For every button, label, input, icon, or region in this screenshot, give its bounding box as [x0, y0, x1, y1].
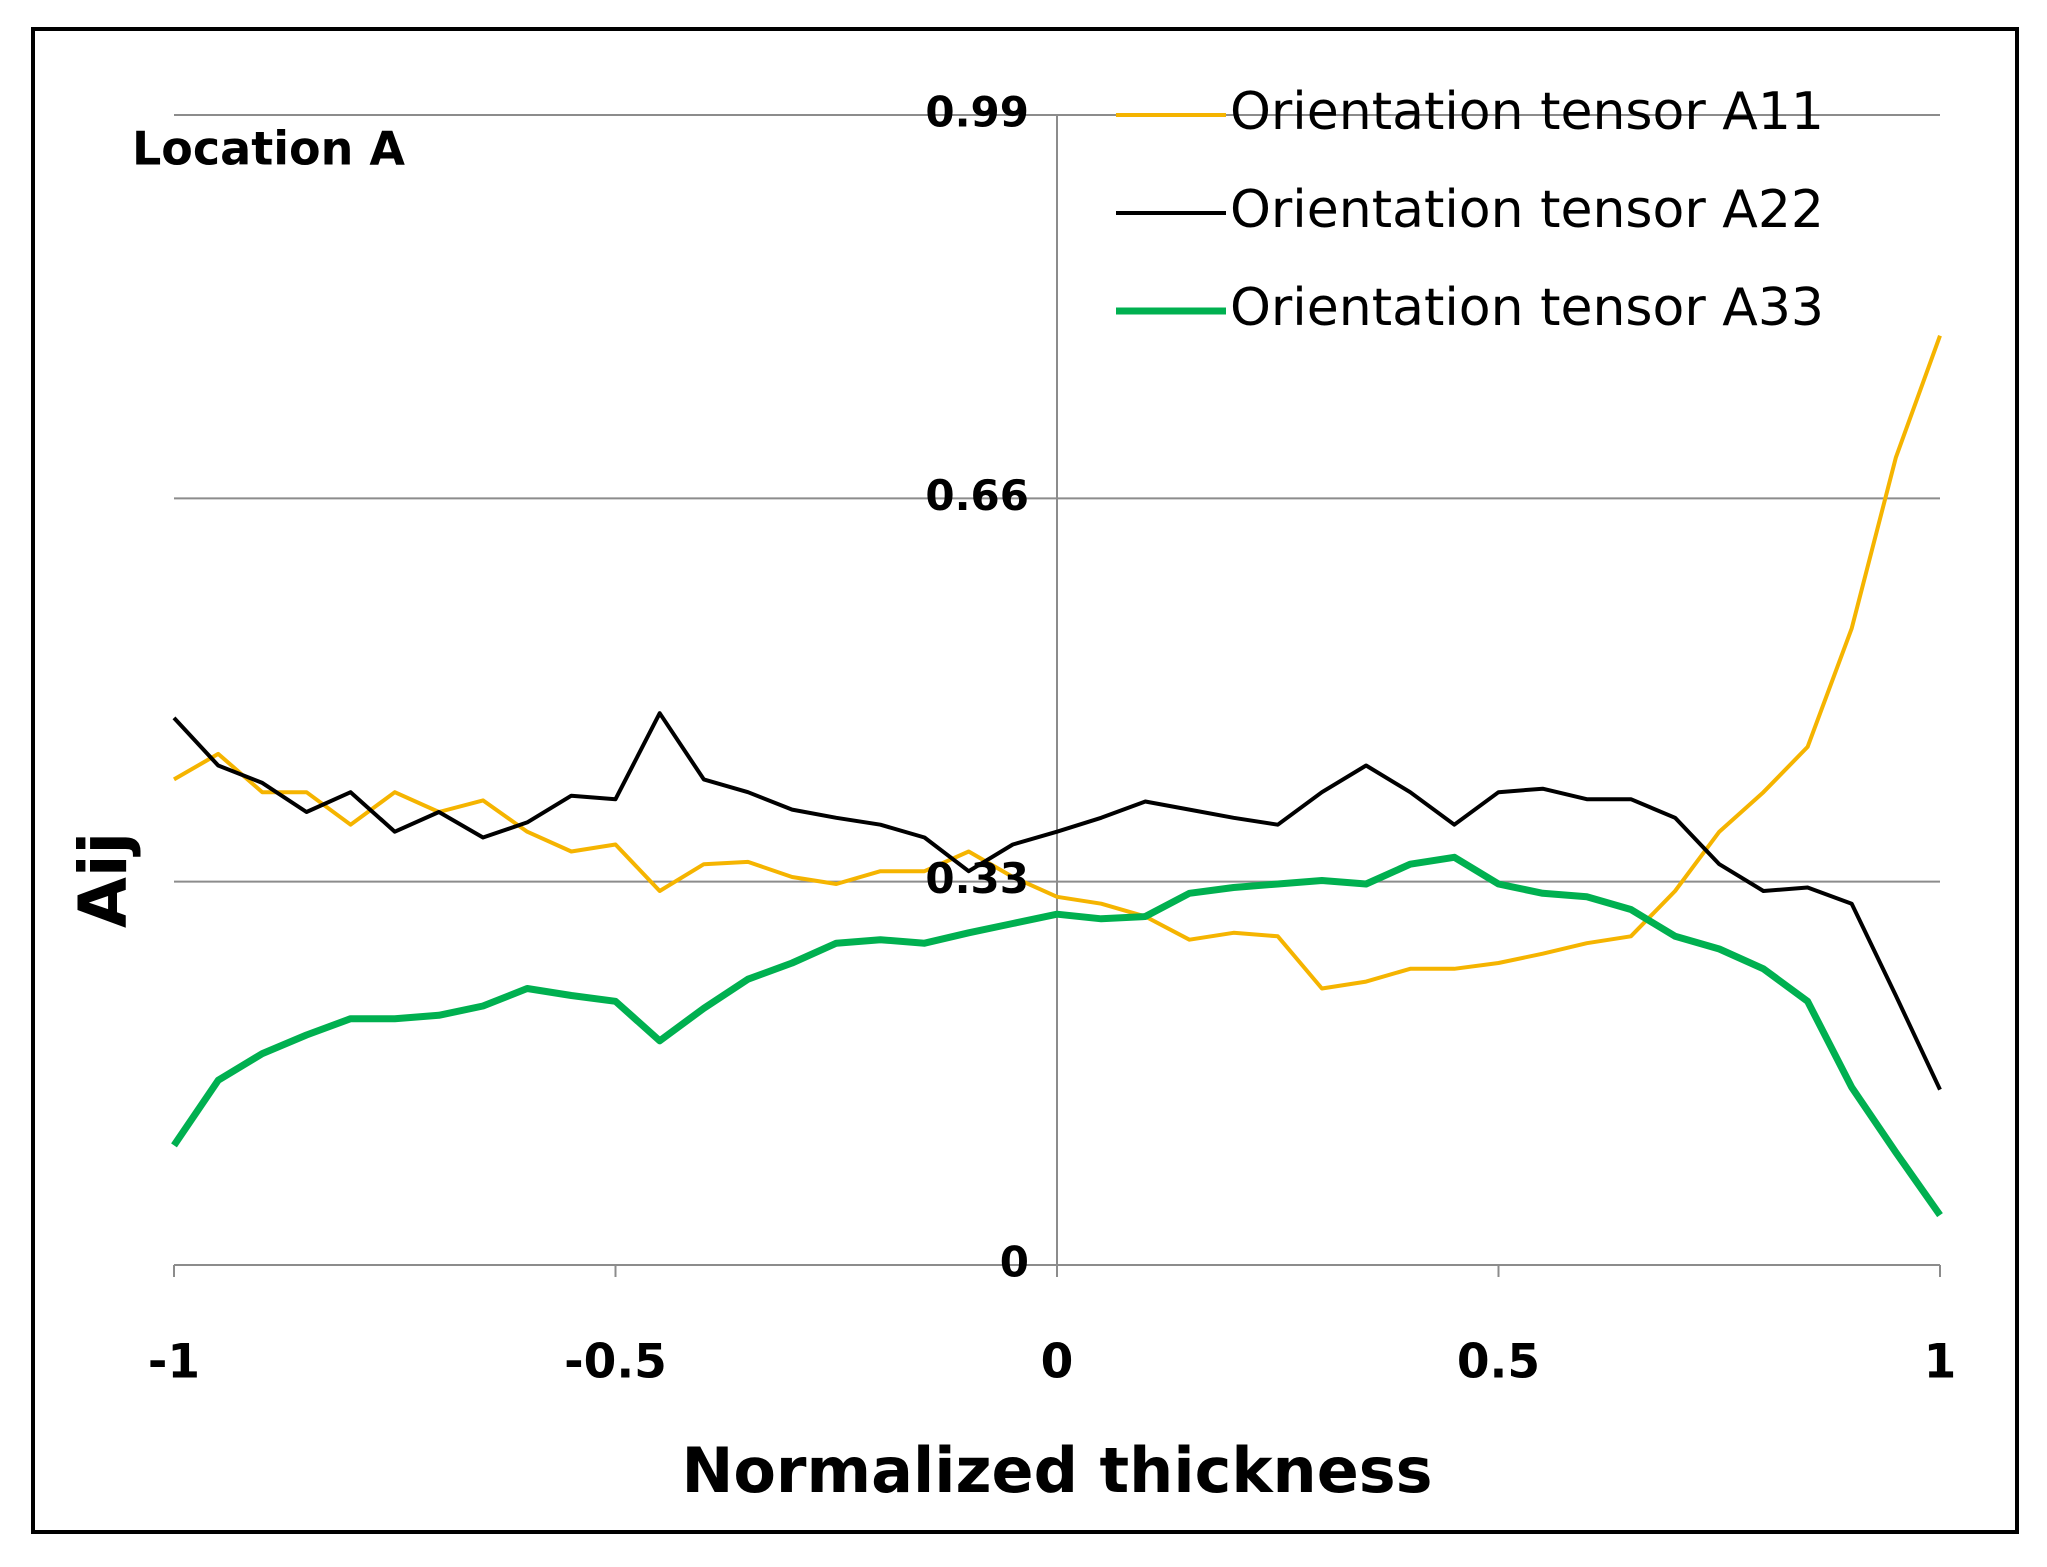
y-axis-title: Aij [65, 832, 142, 928]
legend-label: Orientation tensor A33 [1230, 278, 1824, 338]
data-line [172, 711, 1942, 1091]
data-line [171, 853, 1943, 1218]
frame [31, 27, 2019, 1534]
x-tick-label: 1 [1924, 1335, 1957, 1390]
y-tick-label: 0.99 [925, 88, 1029, 137]
x-tick-label: 0 [1041, 1335, 1074, 1390]
x-tick-label: -1 [148, 1335, 200, 1390]
x-tick-label: 0.5 [1457, 1335, 1540, 1390]
legend-label: Orientation tensor A22 [1230, 180, 1824, 240]
y-tick-label: 0.66 [925, 471, 1029, 520]
legend-label: Orientation tensor A11 [1230, 82, 1824, 142]
y-tick-label: 0.33 [925, 854, 1029, 903]
annotation: Location A [132, 122, 405, 176]
x-tick-label: -0.5 [564, 1335, 667, 1390]
x-axis-title: Normalized thickness [681, 1434, 1432, 1507]
y-tick-label: 0 [1000, 1238, 1029, 1287]
